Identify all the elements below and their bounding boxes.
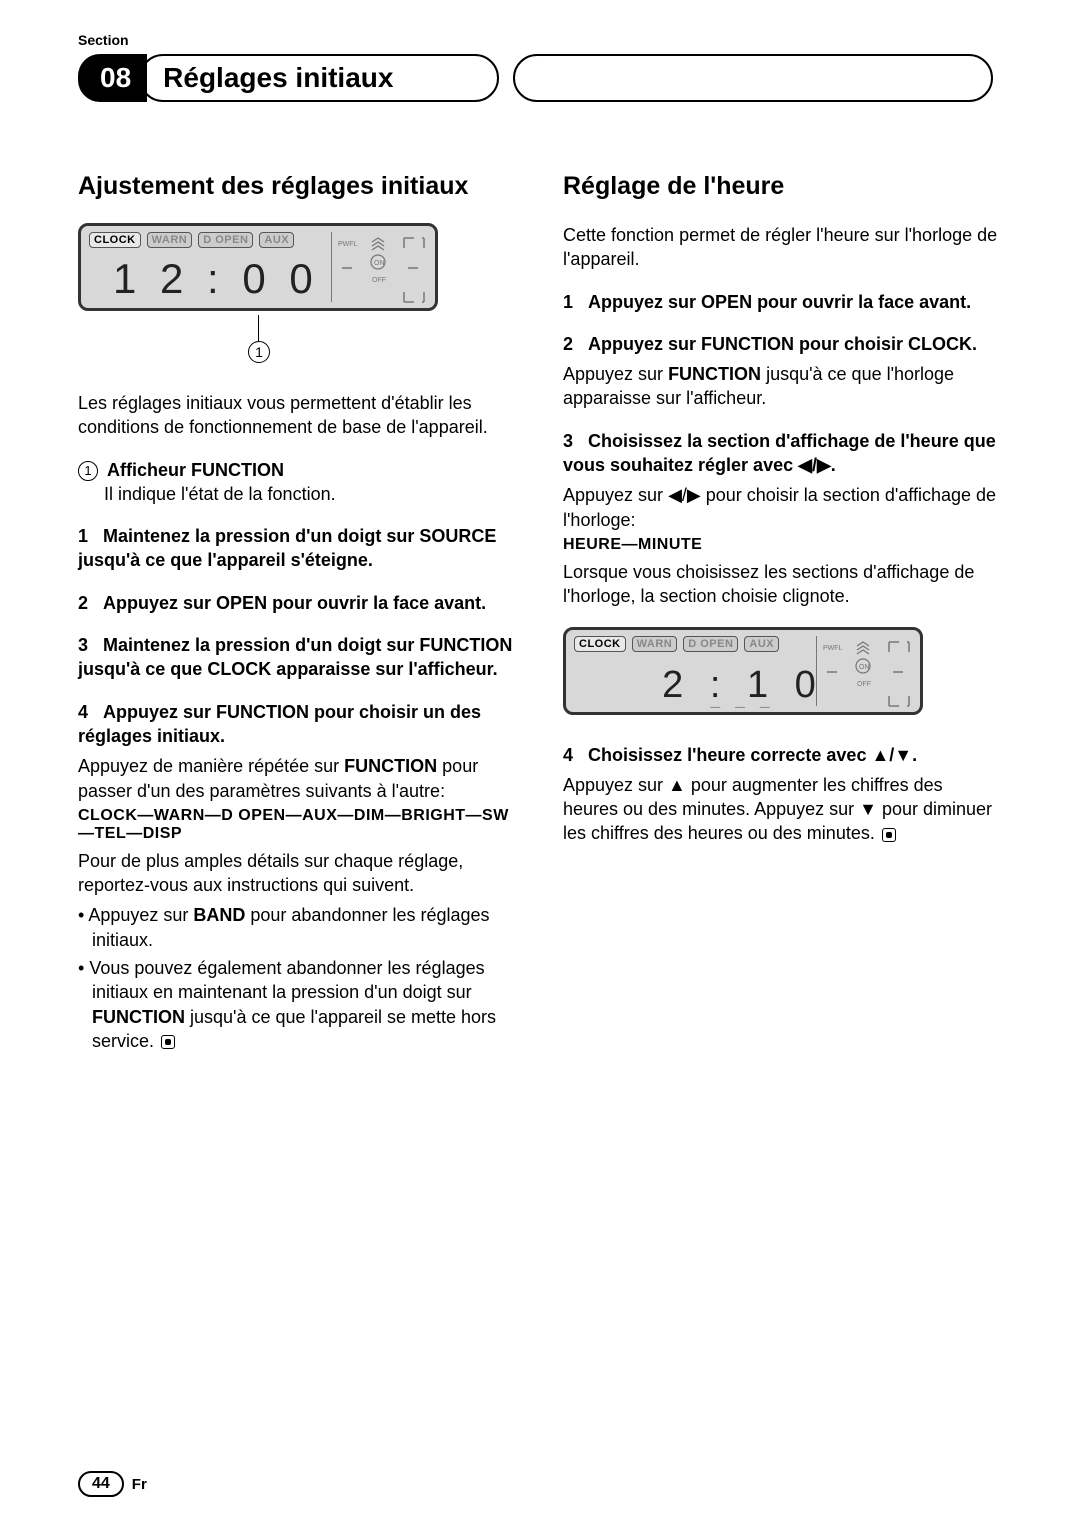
bold: FUNCTION	[344, 756, 437, 776]
callout-circle-1: 1	[248, 341, 270, 363]
bullet-2: • Vous pouvez également abandonner les r…	[78, 956, 517, 1053]
disp2-tag-aux: AUX	[744, 636, 779, 652]
section-label: Section	[78, 32, 1002, 48]
end-mark-icon	[161, 1035, 175, 1049]
right-column: Réglage de l'heure Cette fonction permet…	[563, 172, 1002, 1057]
step-num: 1	[78, 526, 88, 546]
bullet-1: • Appuyez sur BAND pour abandonner les r…	[78, 903, 517, 952]
right-step-3-body: Appuyez sur ◀/▶ pour choisir la section …	[563, 483, 1002, 532]
left-heading: Ajustement des réglages initiaux	[78, 172, 517, 201]
disp2-tag-warn: WARN	[632, 636, 678, 652]
step-num: 2	[78, 593, 88, 613]
settings-chain: CLOCK—WARN—D OPEN—AUX—DIM—BRIGHT—SW—TEL—…	[78, 807, 517, 843]
inline-circle-1: 1	[78, 461, 98, 481]
page-number: 44	[78, 1471, 124, 1497]
detail-para: Pour de plus amples détails sur chaque r…	[78, 849, 517, 898]
left-column: Ajustement des réglages initiaux CLOCK W…	[78, 172, 517, 1057]
right-step-2: 2 Appuyez sur FUNCTION pour choisir CLOC…	[563, 332, 1002, 356]
after-step4: Appuyez de manière répétée sur FUNCTION …	[78, 754, 517, 803]
text: Appuyez sur ▲ pour augmenter les chiffre…	[563, 775, 992, 844]
text: Appuyez sur	[563, 364, 668, 384]
step-bold: Maintenez la pression d'un doigt sur FUN…	[78, 635, 512, 679]
svg-text:ON: ON	[859, 664, 870, 671]
left-intro: Les réglages initiaux vous permettent d'…	[78, 391, 517, 440]
right-heading: Réglage de l'heure	[563, 172, 1002, 201]
right-step-4-body: Appuyez sur ▲ pour augmenter les chiffre…	[563, 773, 1002, 846]
disp2-right-panel: PWFL ON OFF	[816, 636, 912, 706]
section-number-badge: 08	[78, 54, 147, 102]
language-code: Fr	[132, 1476, 147, 1493]
step-num: 2	[563, 334, 573, 354]
right-intro: Cette fonction permet de régler l'heure …	[563, 223, 1002, 272]
disp1-tag-clock: CLOCK	[89, 232, 141, 248]
step-num: 3	[78, 635, 88, 655]
step-bold: Choisissez la section d'affichage de l'h…	[563, 431, 996, 475]
heure-minute: HEURE—MINUTE	[563, 536, 1002, 554]
step-bold: Appuyez sur FUNCTION pour choisir un des…	[78, 702, 481, 746]
empty-pill	[513, 54, 993, 102]
function-label-desc: Il indique l'état de la fonction.	[78, 482, 336, 506]
bold: BAND	[193, 905, 245, 925]
disp1-tag-aux: AUX	[259, 232, 294, 248]
svg-text:OFF: OFF	[372, 277, 386, 284]
function-label-bold: Afficheur FUNCTION	[107, 460, 284, 480]
step-num: 3	[563, 431, 573, 451]
disp2-tag-clock: CLOCK	[574, 636, 626, 652]
disp1-tag-warn: WARN	[147, 232, 193, 248]
step-num: 4	[563, 745, 573, 765]
callout-line	[258, 315, 259, 341]
lcd-display-1: CLOCK WARN D OPEN AUX 1 2 : 0 0 PWFL ON …	[78, 223, 438, 311]
left-step-2: 2 Appuyez sur OPEN pour ouvrir la face a…	[78, 591, 517, 615]
end-mark-icon	[882, 828, 896, 842]
bold: FUNCTION	[668, 364, 761, 384]
step-bold: Choisissez l'heure correcte avec ▲/▼.	[588, 745, 917, 765]
text: Appuyez sur	[563, 485, 668, 505]
step-bold: Maintenez la pression d'un doigt sur SOU…	[78, 526, 496, 570]
lcd-display-2: CLOCK WARN D OPEN AUX 2 : 1 0 — — — PWFL…	[563, 627, 923, 715]
function-label: 1 Afficheur FUNCTION Il indique l'état d…	[78, 458, 517, 507]
section-title-pill: Réglages initiaux	[139, 54, 499, 102]
bold: FUNCTION	[92, 1007, 185, 1027]
step-bold: Appuyez sur OPEN pour ouvrir la face ava…	[588, 292, 971, 312]
text: Appuyez sur	[88, 905, 193, 925]
right-step-4: 4 Choisissez l'heure correcte avec ▲/▼.	[563, 743, 1002, 767]
right-step-2-body: Appuyez sur FUNCTION jusqu'à ce que l'ho…	[563, 362, 1002, 411]
disp1-tag-dopen: D OPEN	[198, 232, 253, 248]
left-step-4: 4 Appuyez sur FUNCTION pour choisir un d…	[78, 700, 517, 749]
svg-text:PWFL: PWFL	[823, 645, 843, 652]
svg-text:ON: ON	[374, 260, 385, 267]
footer: 44 Fr	[78, 1471, 147, 1497]
step-bold: Appuyez sur OPEN pour ouvrir la face ava…	[103, 593, 486, 613]
svg-text:OFF: OFF	[857, 681, 871, 688]
step-bold: Appuyez sur FUNCTION pour choisir CLOCK.	[588, 334, 977, 354]
step-num: 1	[563, 292, 573, 312]
right-step-3b: Lorsque vous choisissez les sections d'a…	[563, 560, 1002, 609]
text: Vous pouvez également abandonner les rég…	[89, 958, 484, 1002]
text: Appuyez de manière répétée sur	[78, 756, 344, 776]
right-step-1: 1 Appuyez sur OPEN pour ouvrir la face a…	[563, 290, 1002, 314]
header: 08 Réglages initiaux	[78, 54, 1002, 102]
arrows: ◀/▶	[668, 485, 701, 505]
disp2-tag-dopen: D OPEN	[683, 636, 738, 652]
step-num: 4	[78, 702, 88, 722]
right-step-3: 3 Choisissez la section d'affichage de l…	[563, 429, 1002, 478]
left-step-1: 1 Maintenez la pression d'un doigt sur S…	[78, 524, 517, 573]
svg-text:PWFL: PWFL	[338, 241, 358, 248]
disp1-right-panel: PWFL ON OFF	[331, 232, 427, 302]
left-step-3: 3 Maintenez la pression d'un doigt sur F…	[78, 633, 517, 682]
